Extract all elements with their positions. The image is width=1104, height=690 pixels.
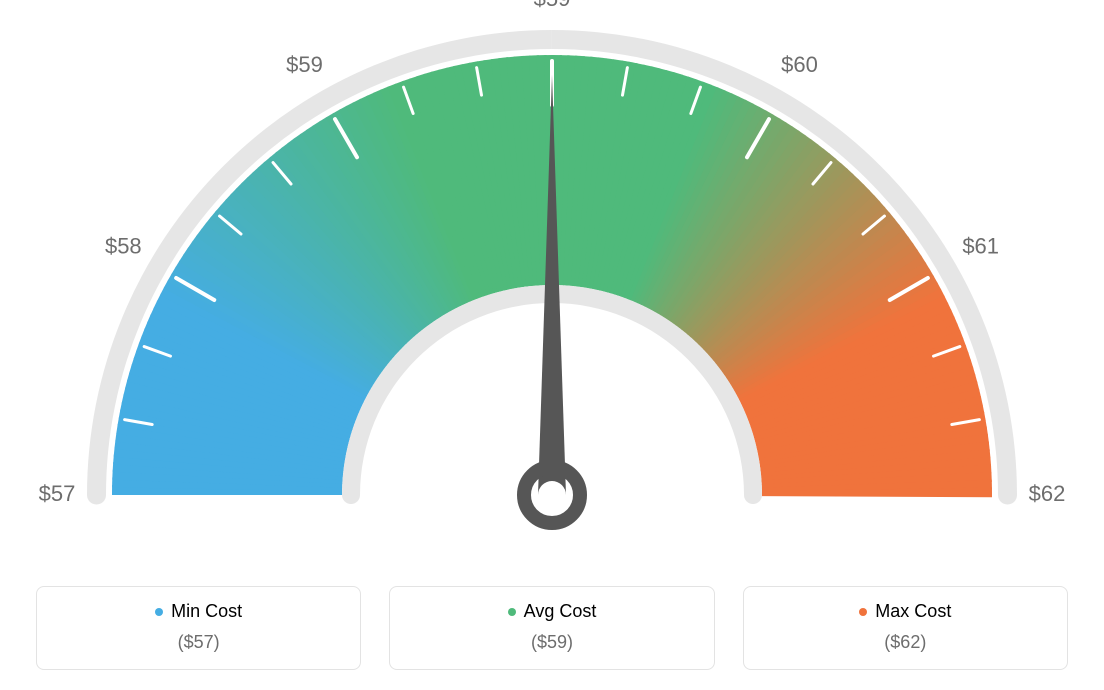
legend-label-avg: Avg Cost [524,601,597,622]
gauge-chart: $57 $58 $59 $59 $60 $61 $62 [0,0,1104,560]
legend-row: Min Cost ($57) Avg Cost ($59) Max Cost (… [36,586,1068,670]
legend-title-max: Max Cost [859,601,951,622]
legend-dot-min [155,608,163,616]
svg-text:$59: $59 [286,52,323,77]
legend-label-min: Min Cost [171,601,242,622]
cost-gauge-container: $57 $58 $59 $59 $60 $61 $62 Min Cost ($57) Avg… [0,0,1104,690]
svg-text:$57: $57 [39,481,76,506]
legend-value-max: ($62) [744,632,1067,653]
svg-text:$58: $58 [105,233,142,258]
legend-card-avg: Avg Cost ($59) [389,586,714,670]
legend-dot-max [859,608,867,616]
svg-text:$60: $60 [781,52,818,77]
svg-text:$61: $61 [962,233,999,258]
svg-text:$62: $62 [1029,481,1066,506]
legend-dot-avg [508,608,516,616]
legend-value-avg: ($59) [390,632,713,653]
legend-label-max: Max Cost [875,601,951,622]
legend-card-max: Max Cost ($62) [743,586,1068,670]
legend-title-avg: Avg Cost [508,601,597,622]
legend-title-min: Min Cost [155,601,242,622]
legend-value-min: ($57) [37,632,360,653]
legend-card-min: Min Cost ($57) [36,586,361,670]
svg-text:$59: $59 [534,0,571,11]
